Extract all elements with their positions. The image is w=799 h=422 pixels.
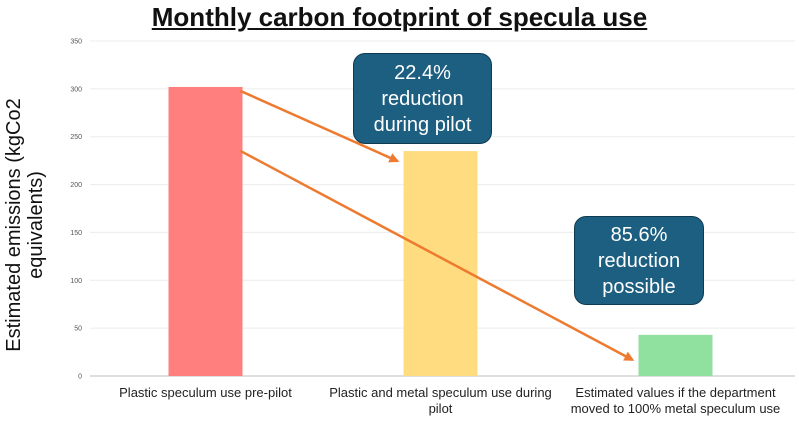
reduction-arrow-2 [239,149,635,361]
reduction-arrow-1 [239,89,400,163]
bar-2 [403,151,478,376]
y-tick-label: 150 [70,230,82,237]
x-category-label: Plastic speculum use pre-pilot [119,385,292,400]
bar-1 [168,86,243,376]
reduction-callout-1: 22.4% reduction during pilot [353,53,492,144]
y-tick-label: 100 [70,278,82,285]
y-tick-label: 250 [70,134,82,141]
bar-3 [638,334,713,376]
y-tick-label: 0 [78,374,82,381]
y-tick-label: 200 [70,182,82,189]
chart-title: Monthly carbon footprint of specula use [151,2,648,32]
y-tick-label: 50 [74,326,82,333]
y-tick-label: 300 [70,86,82,93]
y-tick-label: 350 [70,39,82,46]
reduction-callout-2: 85.6% reduction possible [574,216,704,305]
x-category-label: Plastic and metal speculum use during pi… [329,385,552,416]
x-category-label: Estimated values if the department moved… [570,385,781,416]
